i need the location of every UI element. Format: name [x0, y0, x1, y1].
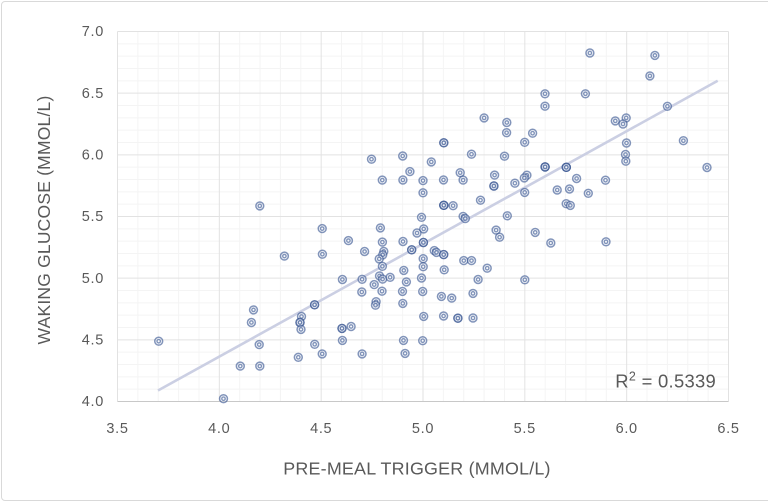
svg-text:4.5: 4.5	[82, 333, 104, 349]
svg-text:5.0: 5.0	[82, 271, 104, 287]
svg-text:5.0: 5.0	[412, 421, 434, 437]
svg-text:7.0: 7.0	[82, 24, 104, 40]
svg-text:5.5: 5.5	[82, 209, 104, 225]
svg-text:4.0: 4.0	[82, 394, 104, 410]
svg-text:R2 = 0.5339: R2 = 0.5339	[615, 369, 716, 391]
svg-text:6.0: 6.0	[82, 148, 104, 164]
svg-text:5.5: 5.5	[514, 421, 536, 437]
svg-text:WAKING GLUCOSE (MMOL/L): WAKING GLUCOSE (MMOL/L)	[34, 96, 54, 345]
svg-text:3.5: 3.5	[106, 421, 128, 437]
svg-text:6.5: 6.5	[82, 86, 104, 102]
svg-text:4.0: 4.0	[208, 421, 230, 437]
svg-text:6.0: 6.0	[616, 421, 638, 437]
svg-text:4.5: 4.5	[310, 421, 332, 437]
svg-text:PRE-MEAL TRIGGER (MMOL/L): PRE-MEAL TRIGGER (MMOL/L)	[283, 459, 550, 479]
svg-text:6.5: 6.5	[717, 421, 739, 437]
